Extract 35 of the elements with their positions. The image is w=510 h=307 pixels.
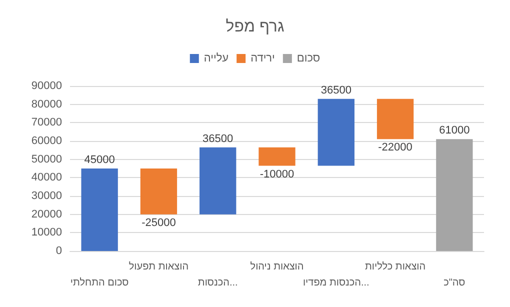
data-label: 36500 [320,84,352,96]
bar [436,139,473,251]
data-label: 45000 [84,154,115,166]
data-label: 36500 [202,132,234,145]
y-tick-label: 70000 [31,116,62,129]
y-tick-label: 20000 [31,208,62,220]
bar [318,98,354,166]
y-tick-label: 40000 [31,172,62,184]
bar [140,168,178,214]
data-label: -22000 [378,142,412,154]
legend-label: סכום [296,52,320,64]
x-tick-label: הוצאות תפעול [128,260,189,272]
y-tick-label: 50000 [31,153,62,166]
y-tick-label: 10000 [31,226,62,239]
y-tick-label: 90000 [31,80,62,92]
data-label: -25000 [142,216,176,229]
y-tick-label: 0 [56,245,62,257]
y-tick-label: 60000 [31,135,62,147]
y-tick-label: 80000 [31,98,62,110]
chart-title: גרף מפל [226,18,284,36]
x-tick-label: הכנסות... [198,278,238,288]
x-tick-label: הוצאות ניהול [250,260,304,272]
legend-label: עלייה [204,52,229,64]
data-label: 61000 [439,124,470,137]
x-tick-label: סכום התחלתי [70,276,130,288]
bar [81,168,118,251]
y-tick-label: 30000 [31,190,62,202]
legend-label: ירידה [250,52,275,64]
x-tick-label: הכנסות מפדיו... [302,278,370,288]
bar [376,98,414,140]
data-label: -10000 [260,168,294,180]
bar [258,147,296,166]
x-tick-label: הוצאות כלליות [364,260,426,272]
x-tick-label: סה"כ [444,278,466,288]
bar [200,147,236,214]
